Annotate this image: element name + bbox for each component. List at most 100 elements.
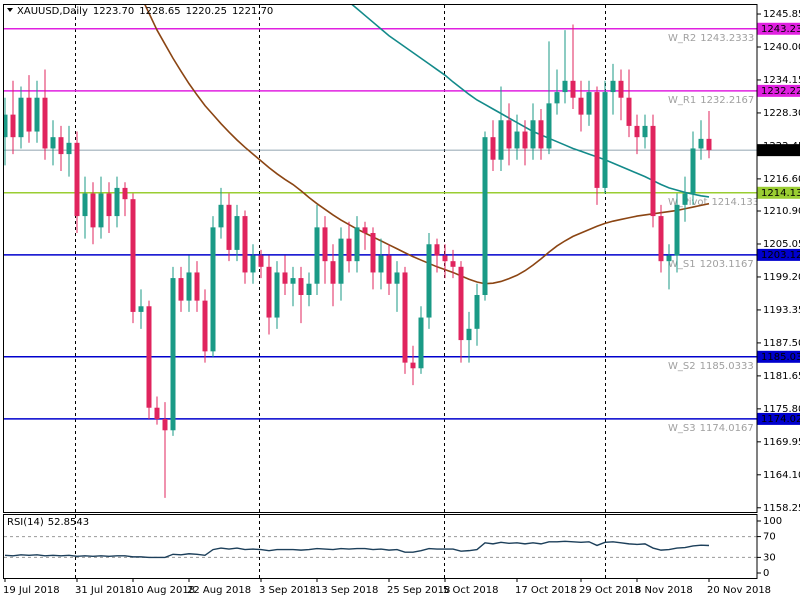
candle-body [34,97,40,132]
candle-body [602,92,608,188]
level-value: 1232.2167 [700,95,754,106]
candle-body [314,227,320,284]
candle-body [194,272,200,301]
candle-body [42,97,48,149]
x-tick-label: 19 Jul 2018 [3,585,60,596]
candle-body [250,255,256,273]
level-value: 1185.0333 [700,361,754,372]
y-tick-label: 1216.60 [763,174,800,185]
rsi-tick-label: 30 [763,552,776,563]
candle-body [50,137,56,149]
candle-body [266,266,272,318]
candle-body [610,80,616,93]
level-name: W_R1 [668,95,696,106]
candle-body [98,193,104,228]
candle-body [570,80,576,98]
rsi-name: RSI(14) [7,517,44,528]
rsi-frame [3,514,758,579]
level-name: W_S3 [668,423,696,434]
candle-body [642,125,648,138]
candle-body [458,266,464,341]
candle-body [186,272,192,301]
level-label: W_R1 1232.2167 [668,95,754,106]
x-tick-label: 13 Sep 2018 [315,585,378,596]
candle-body [578,97,584,115]
header-value: 1221.70 [232,6,273,17]
y-tick-label: 1175.80 [763,404,800,415]
candle-body [4,114,8,138]
rsi-panel [4,536,757,559]
price-frame [3,4,758,513]
candle-body [370,232,376,273]
candle-body [122,187,128,200]
level-price-box [757,186,800,199]
level-price-box [757,22,800,35]
candle-body [242,216,248,273]
candle-body [282,272,288,284]
candle-body [10,114,16,138]
candle-body [354,227,360,262]
candle-body [402,272,408,363]
candle-body [634,125,640,138]
candle-body [618,80,624,98]
level-label: W_S2 1185.0333 [668,361,754,372]
level-value: 1174.0167 [700,423,754,434]
x-tick-label: 29 Oct 2018 [579,585,641,596]
candle-body [698,138,704,149]
candle-body [594,92,600,188]
candle-body [506,120,512,149]
candle-body [338,238,344,284]
candle-body [362,227,368,233]
candle-body [530,120,536,149]
level-value: 1243.2333 [700,33,754,44]
candle-body [394,272,400,284]
candle-body [666,255,672,262]
candle-body [554,92,560,104]
candle-body [626,97,632,126]
level-label: W_S1 1203.1167 [668,259,754,270]
y-tick-label: 1187.50 [763,338,800,349]
level-value: 1214.1333 [711,197,765,208]
y-tick-label: 1240.00 [763,42,800,53]
candle-body [74,142,80,217]
symbol: XAUUSD,Daily [17,6,88,17]
rsi-tick-label: 100 [763,516,782,527]
level-price-label: 1243.23 [761,24,800,35]
candle-body [410,362,416,369]
rsi-tick-label: 0 [763,568,769,579]
candle-body [202,300,208,352]
level-price-label: 1174.02 [761,414,800,425]
level-price-label: 1214.13 [761,188,800,199]
x-tick-label: 22 Aug 2018 [187,585,251,596]
y-tick-label: 1181.65 [763,371,800,382]
y-tick-label: 1205.05 [763,239,800,250]
level-name: W_S2 [668,361,696,372]
candle-body [490,137,496,160]
candle-body [474,294,480,329]
candle-body [346,238,352,262]
candle-body [322,227,328,262]
level-price-label: 1203.12 [761,250,800,261]
rsi-title: RSI(14) 52.8543 [7,517,89,528]
candle-body [146,306,152,408]
candle-body [298,278,304,295]
y-tick-label: 1199.20 [763,272,800,283]
candle-body [130,199,136,312]
candle-body [154,407,160,419]
level-price-box [757,350,800,363]
level-name: W_S1 [668,259,696,270]
candle-body [330,261,336,284]
x-tick-label: 17 Oct 2018 [515,585,577,596]
x-tick-label: 3 Sep 2018 [259,585,316,596]
level-price-label: 1232.22 [761,86,800,97]
x-tick-label: 20 Nov 2018 [707,585,771,596]
candle-body [706,138,712,151]
level-label: W_R2 1243.2333 [668,33,754,44]
rsi-line [4,540,710,559]
menu-triangle[interactable] [7,8,13,12]
level-value: 1203.1167 [700,259,754,270]
candle-body [546,103,552,149]
candle-body [514,131,520,149]
x-tick-label: 8 Nov 2018 [635,585,693,596]
